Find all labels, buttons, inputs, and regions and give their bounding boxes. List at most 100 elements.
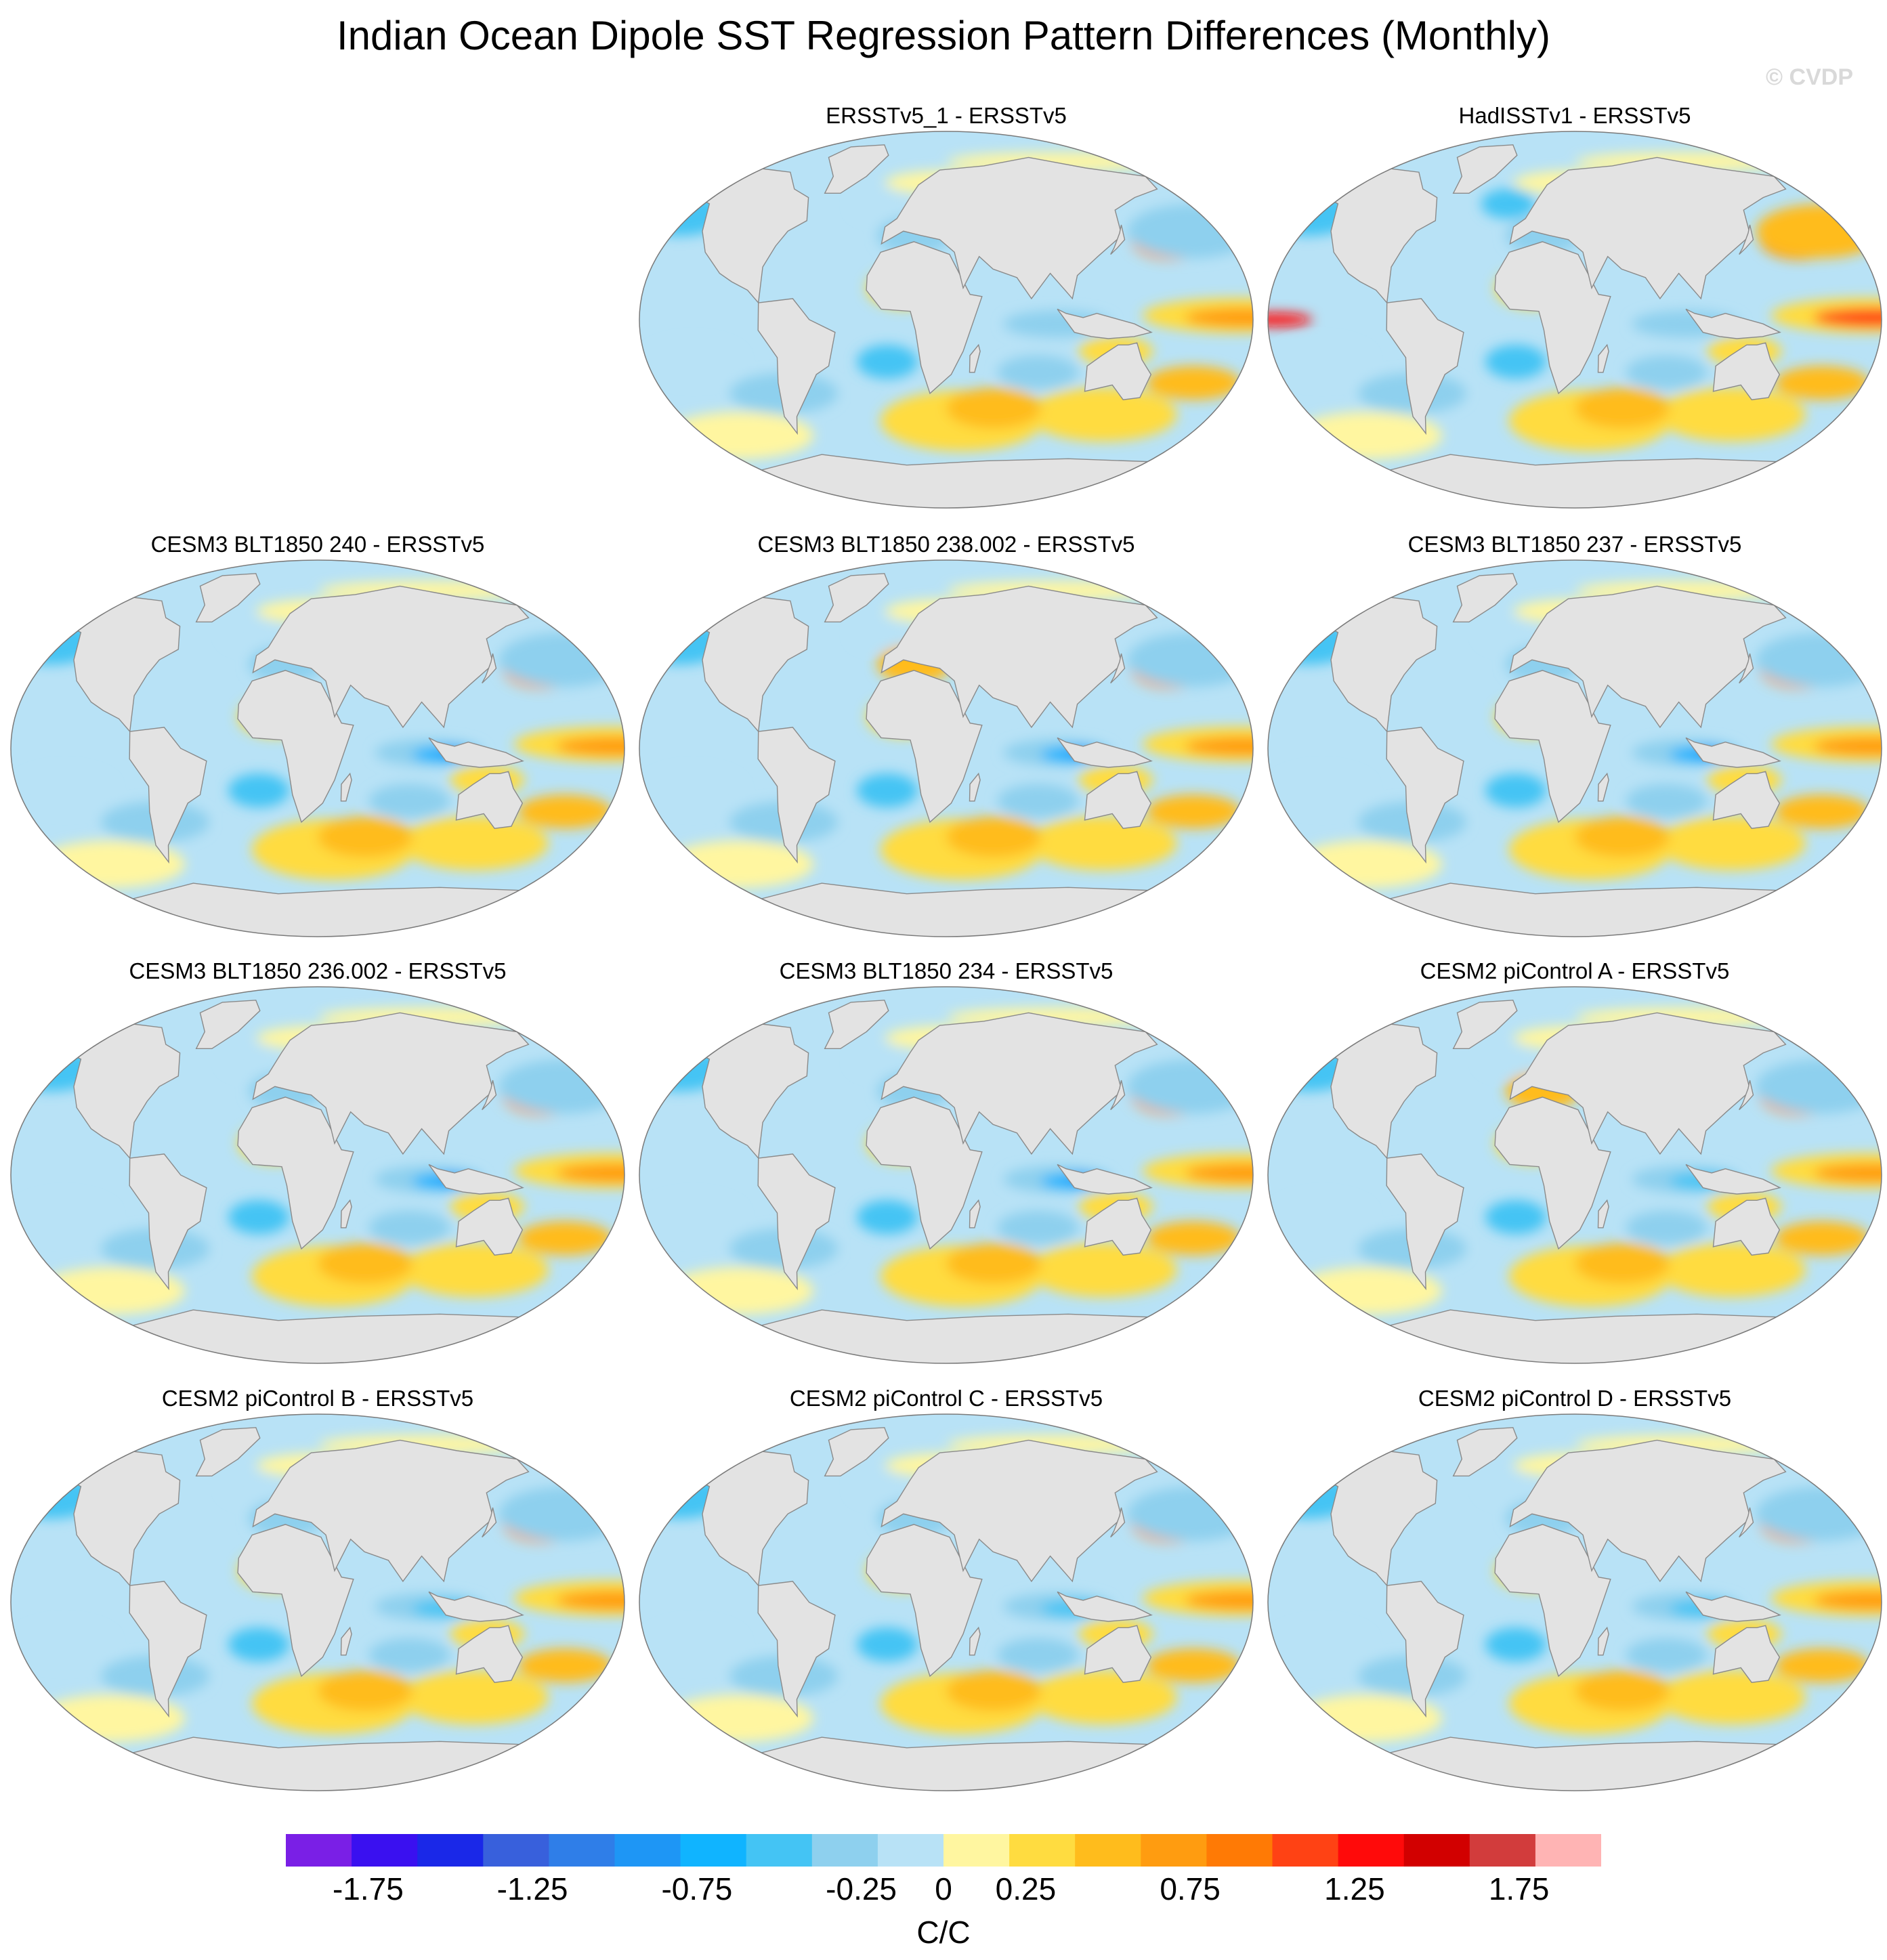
anomaly-region [857, 1627, 918, 1662]
anomaly-region [224, 617, 278, 647]
land-mass [757, 1153, 836, 1291]
anomaly-region [852, 1471, 907, 1501]
colorbar-tick-label: -1.75 [332, 1871, 404, 1906]
land-mass [38, 1023, 181, 1159]
colorbar-swatch [1535, 1834, 1601, 1867]
land-mass [1084, 342, 1152, 400]
colorbar-tick-label: 1.25 [1324, 1871, 1385, 1906]
land-mass [1685, 1591, 1781, 1622]
land-mass [1386, 1153, 1464, 1291]
map-panel-9: CESM2 piControl B - ERSSTv5 [9, 1386, 626, 1819]
anomaly-region [646, 1624, 741, 1665]
anomaly-region [1275, 1624, 1370, 1665]
anomaly-region [946, 1243, 1042, 1284]
land-mass [1386, 727, 1464, 864]
map-panel-5: CESM3 BLT1850 237 - ERSSTv5 [1267, 532, 1883, 965]
land-mass [1494, 1096, 1611, 1250]
colorbar-tick-label: 0.25 [995, 1871, 1057, 1906]
anomaly-region [1127, 1059, 1253, 1114]
land-mass [237, 1524, 354, 1678]
cvdp-credit: © CVDP [1766, 64, 1853, 90]
colorbar-swatch [1469, 1834, 1536, 1867]
land-mass [482, 1080, 497, 1111]
map-outline [639, 131, 1254, 509]
anomaly-region [1027, 387, 1177, 442]
anomaly-region [1146, 1221, 1242, 1256]
anomaly-region [318, 816, 413, 857]
land-mass [757, 1581, 836, 1718]
anomaly-region [1146, 794, 1242, 829]
land-mass [252, 585, 530, 729]
land-mass [1685, 1164, 1781, 1195]
colorbar-tick-label: 0 [935, 1871, 952, 1906]
anomaly-region [1481, 188, 1535, 219]
map-panel-10: CESM2 piControl C - ERSSTv5 [638, 1386, 1254, 1819]
land-mass [1509, 1439, 1787, 1583]
anomaly-region [1626, 355, 1708, 389]
colorbar-swatch [680, 1834, 747, 1867]
anomaly-region [1485, 345, 1546, 379]
colorbar-swatch [877, 1834, 944, 1867]
colorbar-tick-label: -0.75 [661, 1871, 733, 1906]
land-mass [195, 1000, 261, 1049]
anomaly-region [228, 1627, 289, 1662]
panel-title: CESM3 BLT1850 238.002 - ERSSTv5 [757, 532, 1135, 557]
anomaly-region [18, 770, 112, 811]
land-mass [1712, 342, 1781, 400]
land-mass [866, 1096, 983, 1250]
land-mass [129, 1581, 207, 1718]
colorbar-swatch [1075, 1834, 1141, 1867]
land-mass [1509, 1012, 1787, 1155]
map-panel-6: CESM3 BLT1850 236.002 - ERSSTv5 [9, 958, 626, 1392]
land-mass [428, 1164, 524, 1195]
map-panel-7: CESM3 BLT1850 234 - ERSSTv5 [638, 958, 1254, 1392]
land-mass [881, 1012, 1158, 1155]
land-mass [866, 1524, 983, 1678]
land-mass [866, 241, 983, 395]
land-mass [824, 1000, 889, 1049]
anomaly-region [1127, 204, 1253, 259]
land-mass [881, 156, 1158, 300]
anomaly-region [224, 1044, 278, 1074]
land-mass [1712, 1197, 1781, 1256]
panel-title: CESM3 BLT1850 237 - ERSSTv5 [1407, 532, 1742, 557]
anomaly-region [1575, 387, 1670, 429]
map-svg [10, 559, 625, 937]
anomaly-region [1775, 1648, 1870, 1683]
anomaly-region [997, 1638, 1079, 1672]
map-outline [10, 559, 625, 937]
land-mass [195, 573, 261, 622]
land-mass [1452, 1000, 1518, 1049]
land-mass [1295, 1450, 1438, 1587]
anomaly-region [1775, 1221, 1870, 1256]
colorbar-swatch [352, 1834, 418, 1867]
land-mass [1110, 653, 1126, 684]
panel-title: CESM2 piControl D - ERSSTv5 [1418, 1386, 1732, 1411]
colorbar-swatch [1009, 1834, 1076, 1867]
anomaly-region [368, 1638, 450, 1672]
anomaly-region [1575, 816, 1670, 857]
land-mass [1452, 144, 1518, 194]
land-mass [252, 1439, 530, 1583]
land-mass [455, 771, 524, 829]
anomaly-region [1813, 1163, 1882, 1183]
land-mass [1386, 1581, 1464, 1718]
anomaly-region [1127, 633, 1253, 687]
land-mass [757, 727, 836, 864]
land-mass [866, 670, 983, 824]
anomaly-region [646, 341, 741, 383]
land-mass [1057, 737, 1153, 768]
land-mass [666, 1023, 809, 1159]
land-mass [1494, 1524, 1611, 1678]
anomaly-region [1656, 1243, 1806, 1297]
anomaly-region [1813, 307, 1882, 327]
map-panel-8: CESM2 piControl A - ERSSTv5 [1267, 958, 1883, 1392]
anomaly-region [1185, 1163, 1253, 1183]
anomaly-region [857, 1200, 918, 1235]
land-mass [1110, 1080, 1126, 1111]
anomaly-region [1813, 736, 1882, 756]
land-mass [1084, 1625, 1152, 1683]
map-svg [639, 1413, 1254, 1791]
anomaly-region [368, 1210, 450, 1245]
land-mass [881, 585, 1158, 729]
